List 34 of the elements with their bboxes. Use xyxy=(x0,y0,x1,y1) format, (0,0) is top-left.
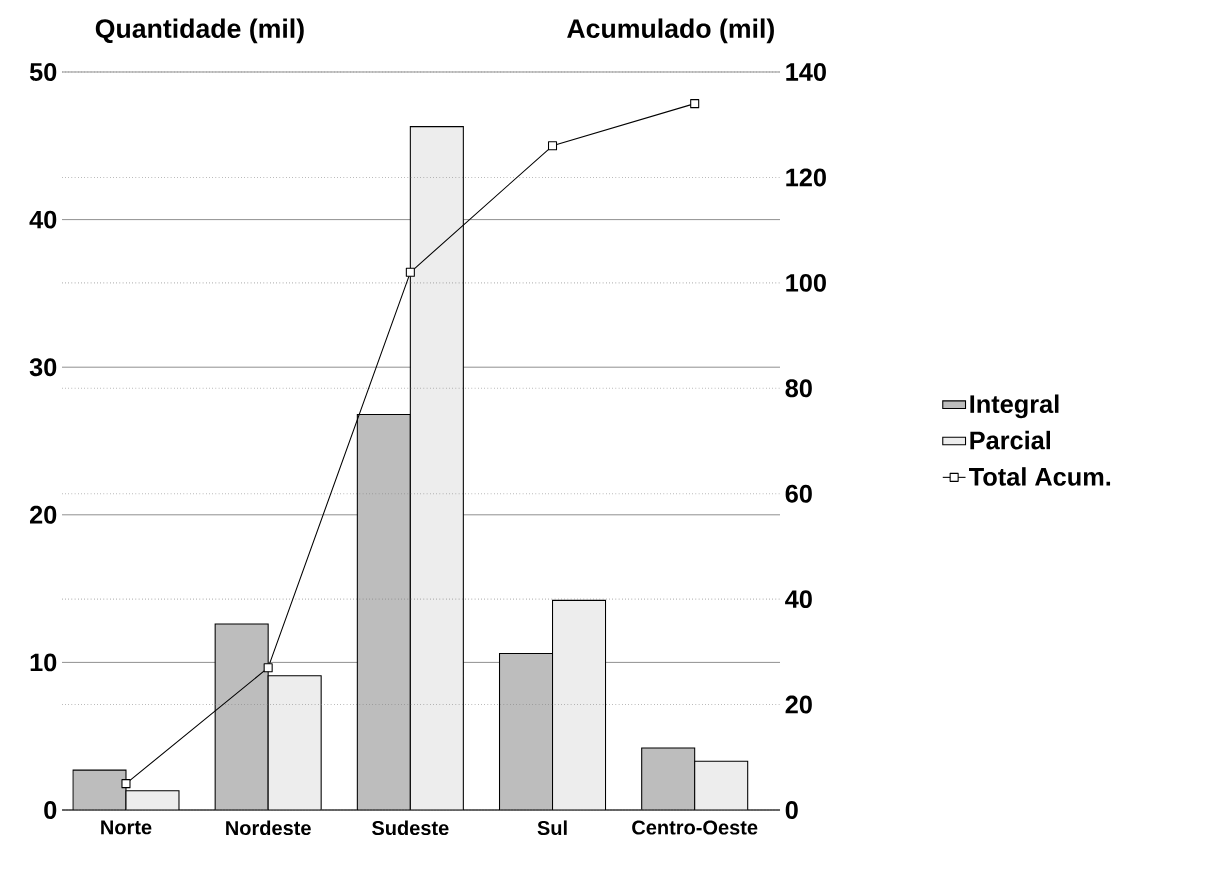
x-tick-label: Centro-Oeste xyxy=(632,820,758,835)
y2-tick-label: 20 xyxy=(785,695,812,714)
y2-tick-label: 0 xyxy=(785,801,798,819)
point xyxy=(263,663,273,673)
bar xyxy=(125,790,179,810)
y2-tick-label: 60 xyxy=(785,484,812,503)
y2-axis-title: Acumulado (mil) xyxy=(567,18,774,44)
y2-tick-label: 80 xyxy=(785,379,812,398)
y2-tick-label: 120 xyxy=(786,168,826,187)
x-tick-label: Norte xyxy=(101,820,152,835)
legend-label: Integral xyxy=(970,394,1059,419)
y-tick-label: 50 xyxy=(29,63,57,81)
x-tick-label: Sul xyxy=(537,820,567,836)
y2-tick-label: 100 xyxy=(786,273,826,292)
point xyxy=(121,779,131,789)
x-tick-label: Sudeste xyxy=(372,820,449,836)
legend-label: Total Acum. xyxy=(969,467,1111,486)
point xyxy=(405,267,415,277)
y-tick-label: 30 xyxy=(29,358,57,377)
bar xyxy=(268,675,322,810)
x-tick-label: Nordeste xyxy=(226,820,311,836)
point xyxy=(547,141,558,151)
y-tick-label: 40 xyxy=(29,210,57,229)
y-axis-title: Quantidade (mil) xyxy=(95,18,304,44)
legend-label: Parcial xyxy=(970,430,1051,450)
y2-tick-label: 40 xyxy=(785,590,812,609)
y-tick-label: 0 xyxy=(44,801,57,819)
bar xyxy=(410,126,464,810)
y-tick-label: 20 xyxy=(29,505,57,524)
y-tick-label: 10 xyxy=(30,653,57,672)
y2-tick-label: 140 xyxy=(786,63,826,81)
point xyxy=(690,99,700,109)
bar xyxy=(694,760,749,810)
bar xyxy=(552,600,606,810)
